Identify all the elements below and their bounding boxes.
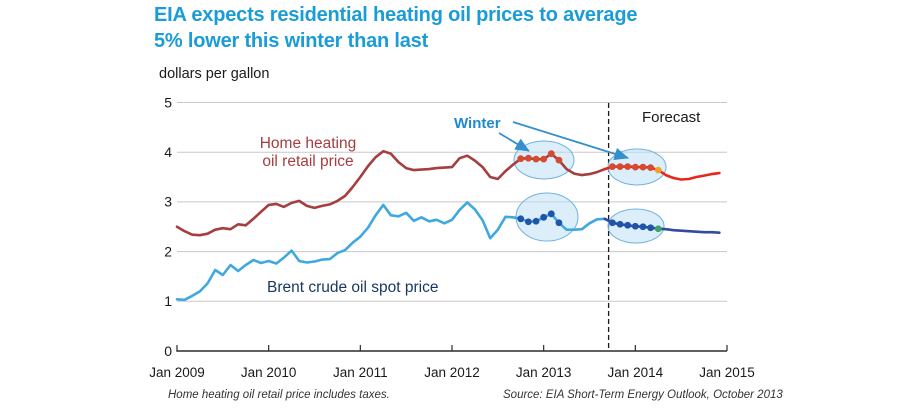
x-tick-label: Jan 2010 xyxy=(241,365,297,380)
y-tick-label: 2 xyxy=(164,243,172,259)
winter-month-dot xyxy=(547,210,555,218)
winter-month-dot xyxy=(540,213,548,221)
winter-month-dot xyxy=(524,154,532,162)
winter-month-dot xyxy=(616,220,624,228)
winter-month-dot xyxy=(631,222,639,230)
winter-month-dot xyxy=(524,218,532,226)
y-tick-label: 0 xyxy=(164,343,172,359)
winter-annotation-arrow xyxy=(512,121,629,160)
winter-month-dot xyxy=(609,163,616,171)
x-tick-label: Jan 2012 xyxy=(424,365,480,380)
y-tick-label: 1 xyxy=(164,293,172,309)
winter-month-dot xyxy=(647,164,655,172)
footnote-taxes: Home heating oil retail price includes t… xyxy=(168,389,390,401)
brent-series-label: Brent crude oil spot price xyxy=(267,279,439,296)
x-tick-label: Jan 2011 xyxy=(333,365,388,380)
winter-annotation-label: Winter xyxy=(454,115,501,132)
winter-annotation-arrow xyxy=(498,132,530,152)
winter-month-dot xyxy=(540,155,548,163)
x-tick-label: Jan 2009 xyxy=(149,365,205,380)
winter-month-dot xyxy=(517,215,525,223)
winter-month-dot xyxy=(517,155,525,163)
winter-month-dot xyxy=(647,224,655,232)
x-tick-label: Jan 2013 xyxy=(516,365,572,380)
footnote-source: Source: EIA Short-Term Energy Outlook, O… xyxy=(503,389,783,401)
y-axis-unit-label: dollars per gallon xyxy=(159,66,270,82)
winter-month-dot xyxy=(547,150,555,158)
series-0-forecast-line xyxy=(603,165,721,181)
x-tick-label: Jan 2014 xyxy=(608,365,664,380)
winter-end-dot xyxy=(654,225,662,233)
y-tick-label: 5 xyxy=(164,94,172,110)
winter-month-dot xyxy=(631,163,639,171)
winter-month-dot xyxy=(555,156,563,164)
winter-month-dot xyxy=(624,221,632,229)
winter-month-dot xyxy=(532,155,540,163)
winter-month-dot xyxy=(609,219,616,227)
winter-month-dot xyxy=(639,223,647,231)
chart-title: EIA expects residential heating oil pric… xyxy=(154,4,638,52)
winter-month-dot xyxy=(532,217,540,225)
x-tick-label: Jan 2015 xyxy=(699,365,755,380)
winter-month-dot xyxy=(616,163,624,171)
forecast-region-label: Forecast xyxy=(642,109,701,126)
winter-end-dot xyxy=(654,166,662,174)
retail-series-label: Home heating oil retail price xyxy=(259,135,357,170)
winter-month-dot xyxy=(555,219,563,227)
winter-month-dot xyxy=(624,163,632,171)
y-tick-label: 4 xyxy=(164,144,172,160)
y-tick-label: 3 xyxy=(164,194,172,210)
series-1-forecast-line xyxy=(603,217,721,234)
winter-month-dot xyxy=(639,163,647,171)
